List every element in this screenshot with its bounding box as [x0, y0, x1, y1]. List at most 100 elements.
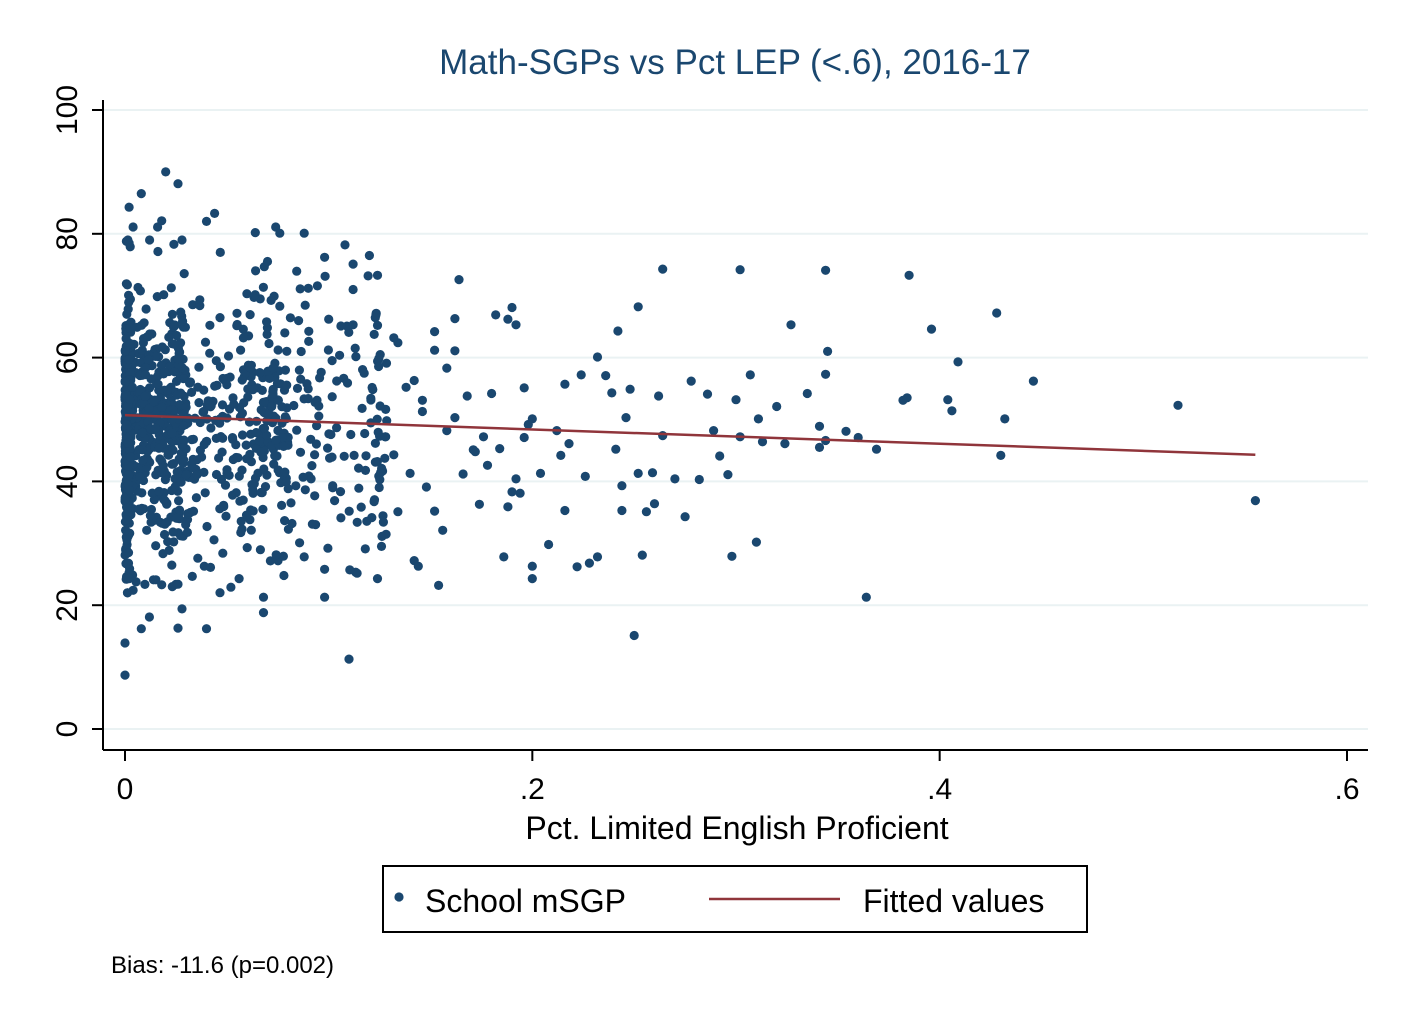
- data-point: [430, 327, 440, 337]
- data-point: [617, 481, 627, 491]
- data-point: [194, 362, 204, 372]
- data-point: [245, 310, 255, 320]
- data-point: [613, 326, 623, 336]
- data-point: [372, 270, 383, 280]
- data-point: [250, 473, 261, 483]
- data-point: [462, 391, 472, 401]
- fitted-line: [124, 413, 1256, 457]
- data-point: [295, 538, 305, 548]
- data-point: [1250, 496, 1260, 506]
- data-point: [607, 388, 617, 398]
- data-point: [205, 348, 215, 358]
- y-tick-label-0: 0: [51, 721, 84, 738]
- data-point: [474, 499, 484, 509]
- data-point: [544, 539, 554, 550]
- data-point: [158, 549, 168, 559]
- data-point: [120, 638, 130, 648]
- data-point: [205, 320, 215, 330]
- data-point: [161, 167, 171, 177]
- data-point: [159, 529, 170, 540]
- data-point: [123, 438, 133, 448]
- data-point: [323, 543, 333, 553]
- chart-title: Math-SGPs vs Pct LEP (<.6), 2016-17: [439, 43, 1031, 82]
- data-point: [345, 565, 355, 575]
- data-point: [312, 421, 322, 431]
- data-point: [450, 314, 460, 324]
- data-point: [257, 385, 267, 395]
- data-point: [405, 468, 415, 478]
- data-point: [1028, 376, 1038, 386]
- data-point: [458, 469, 468, 479]
- data-point: [160, 519, 170, 529]
- data-point: [251, 428, 261, 438]
- data-point: [262, 256, 273, 267]
- data-point: [647, 468, 658, 478]
- data-point: [454, 275, 464, 285]
- data-point: [356, 502, 366, 512]
- data-point: [131, 577, 141, 587]
- data-point: [199, 467, 209, 477]
- data-point: [124, 470, 134, 480]
- data-point: [503, 502, 513, 512]
- data-point: [156, 360, 167, 370]
- data-point: [257, 488, 267, 498]
- data-point: [227, 433, 238, 443]
- data-point: [332, 376, 342, 386]
- data-point: [237, 430, 248, 440]
- data-point: [258, 504, 268, 514]
- data-point: [181, 402, 191, 412]
- data-point: [584, 558, 595, 568]
- data-point: [731, 395, 741, 405]
- legend: School mSGP Fitted values: [382, 865, 1088, 933]
- data-point: [280, 365, 290, 375]
- data-point: [336, 513, 346, 523]
- data-point: [298, 472, 308, 482]
- data-point: [229, 399, 239, 409]
- data-point: [291, 481, 301, 491]
- data-point: [254, 436, 264, 446]
- data-point: [821, 369, 831, 379]
- data-point: [617, 505, 627, 516]
- data-point: [280, 467, 290, 477]
- data-point: [814, 442, 825, 452]
- data-point: [360, 544, 370, 554]
- data-point: [255, 368, 265, 378]
- data-point: [310, 450, 320, 460]
- data-point: [312, 281, 322, 291]
- data-point: [352, 568, 362, 578]
- data-point: [519, 383, 529, 393]
- data-point: [195, 417, 205, 428]
- data-point: [143, 355, 153, 365]
- data-point: [354, 483, 364, 493]
- data-point: [124, 297, 134, 307]
- data-point: [171, 513, 182, 523]
- data-point: [166, 283, 176, 293]
- data-point: [177, 235, 187, 245]
- data-point: [125, 452, 136, 462]
- data-point: [243, 392, 253, 402]
- data-point: [572, 562, 582, 572]
- data-point: [178, 374, 188, 384]
- data-point: [382, 416, 392, 426]
- data-point: [168, 527, 178, 537]
- data-point: [285, 313, 295, 323]
- data-point: [258, 592, 269, 602]
- data-point: [821, 265, 831, 275]
- data-point: [194, 398, 204, 408]
- data-point: [122, 515, 132, 525]
- data-point: [786, 320, 796, 330]
- data-point: [223, 351, 234, 361]
- data-point: [352, 517, 362, 527]
- data-point: [342, 378, 353, 388]
- data-point: [122, 503, 132, 514]
- data-point: [320, 564, 330, 574]
- data-point: [167, 459, 177, 469]
- data-point: [137, 345, 147, 355]
- data-point: [145, 235, 155, 245]
- data-point: [871, 444, 882, 454]
- data-point: [641, 507, 652, 517]
- data-point: [270, 451, 280, 461]
- data-point: [169, 239, 179, 249]
- data-point: [348, 259, 358, 269]
